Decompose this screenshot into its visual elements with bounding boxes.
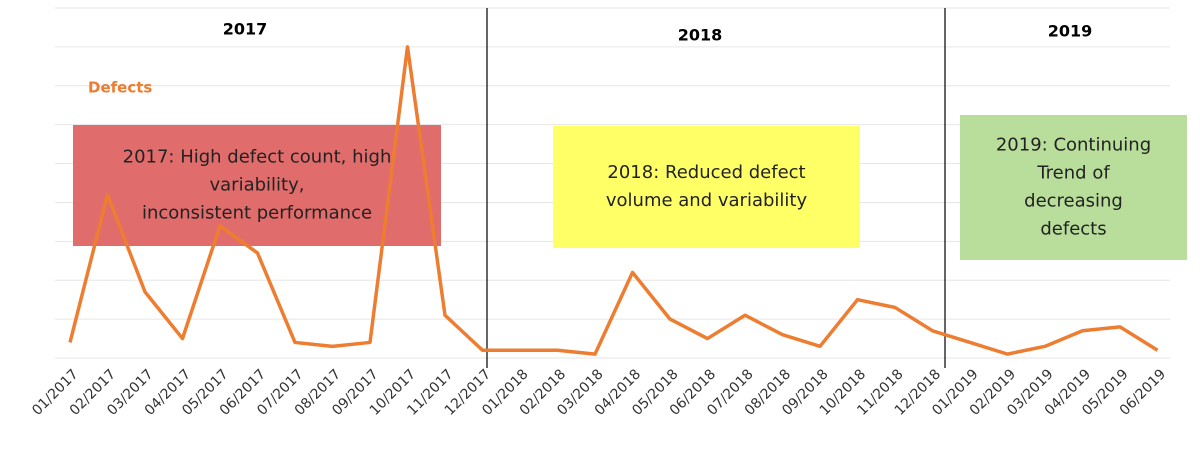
annotation-text: 2017: High defect count, high — [123, 147, 392, 168]
annotation-text: 2019: Continuing — [996, 135, 1151, 156]
annotation-text: variability, — [210, 175, 305, 196]
annotation-text: inconsistent performance — [142, 203, 372, 224]
annotation-text: decreasing — [1024, 191, 1123, 212]
annotation-box — [960, 115, 1187, 260]
period-label: 2018 — [678, 26, 723, 45]
period-label: 2017 — [223, 20, 268, 39]
legend-entry: Defects — [88, 79, 152, 97]
annotation-text: defects — [1040, 219, 1106, 240]
annotation-text: Trend of — [1036, 163, 1110, 184]
annotation-box — [553, 126, 860, 248]
annotation-box — [73, 125, 441, 246]
data-line — [68, 45, 1159, 356]
period-label: 2019 — [1048, 22, 1093, 41]
annotation-text: volume and variability — [606, 190, 808, 211]
annotation-text: 2018: Reduced defect — [607, 162, 805, 183]
